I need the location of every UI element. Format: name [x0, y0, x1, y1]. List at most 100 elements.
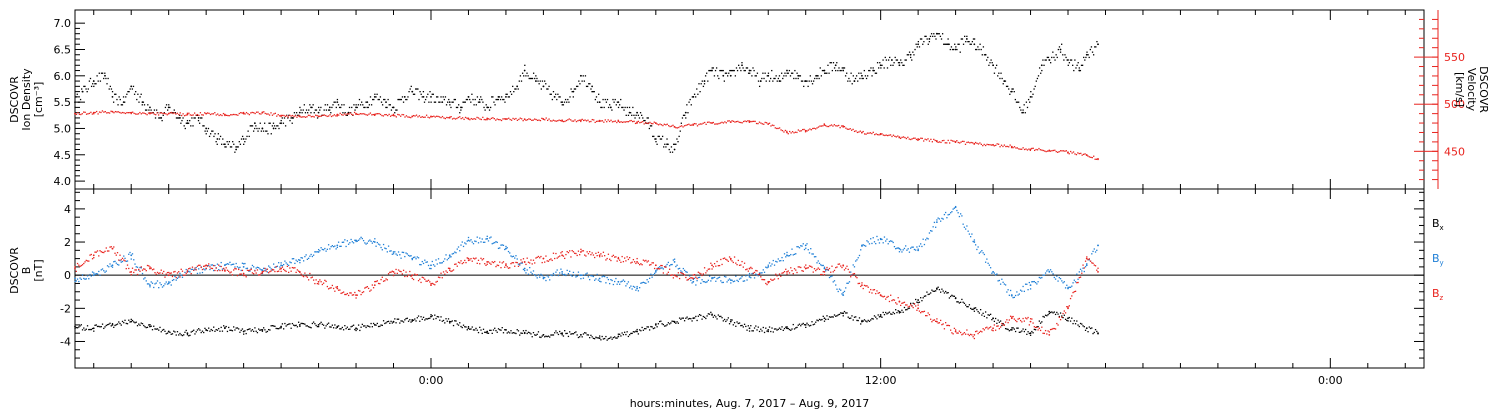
by-point — [129, 251, 131, 254]
velocity-point — [866, 132, 869, 134]
velocity-point — [1021, 148, 1023, 150]
density-point — [187, 122, 190, 124]
by-point — [241, 262, 244, 264]
bz-point — [892, 299, 894, 301]
density-point — [1072, 64, 1074, 66]
velocity-point — [159, 112, 161, 114]
velocity-point — [897, 135, 899, 137]
velocity-point — [260, 113, 262, 115]
velocity-point — [822, 125, 824, 127]
by-point — [85, 278, 87, 280]
density-point — [967, 40, 969, 43]
bz-point — [235, 268, 237, 270]
density-point — [982, 46, 985, 48]
by-point — [575, 276, 577, 278]
density-point — [426, 96, 428, 98]
bx-point — [822, 315, 824, 317]
bz-point — [502, 261, 505, 263]
bz-point — [270, 270, 272, 272]
bz-point-point — [973, 333, 976, 336]
velocity-point-point — [823, 124, 826, 126]
bz-point — [539, 257, 541, 259]
bz-point — [955, 329, 957, 331]
bz-point — [652, 262, 655, 264]
density-point — [949, 48, 951, 51]
by-point — [176, 277, 179, 279]
bx-point — [221, 330, 224, 332]
velocity-point — [964, 143, 967, 145]
by-point — [379, 244, 381, 246]
bz-point — [426, 280, 428, 282]
density-point — [292, 117, 294, 119]
velocity-point — [485, 119, 487, 121]
bz-point — [645, 259, 647, 262]
bx-point — [436, 315, 438, 318]
velocity-point — [564, 120, 566, 123]
bx-point — [384, 322, 386, 325]
density-point — [506, 93, 508, 95]
velocity-point — [310, 116, 312, 118]
bz-point — [1071, 295, 1073, 297]
bx-point — [74, 327, 76, 330]
by-point — [983, 253, 986, 256]
velocity-point — [797, 129, 799, 131]
density-point — [310, 112, 312, 114]
bz-point — [943, 328, 946, 330]
by-point — [203, 268, 205, 270]
bz-point — [740, 264, 742, 266]
bz-point — [756, 270, 758, 272]
density-point — [808, 80, 810, 82]
by-point — [968, 233, 971, 235]
by-point — [340, 245, 342, 247]
bz-point — [118, 259, 120, 261]
velocity-point — [953, 140, 955, 142]
density-point — [917, 40, 920, 43]
density-point — [150, 109, 152, 111]
bx-point — [89, 328, 91, 331]
velocity-point — [241, 112, 243, 114]
bx-point — [715, 316, 717, 318]
bz-point — [961, 334, 963, 336]
density-point — [977, 46, 979, 48]
bz-point — [717, 265, 719, 267]
velocity-point-point — [448, 116, 451, 119]
density-point — [741, 62, 743, 64]
by-point-point — [1029, 284, 1032, 287]
by-point — [667, 261, 670, 264]
velocity-point — [637, 120, 640, 123]
density-point — [869, 69, 871, 72]
bx-point — [459, 322, 461, 324]
density-point — [224, 146, 226, 148]
bx-point — [465, 326, 467, 328]
density-point — [1029, 101, 1031, 103]
bz-point — [788, 272, 791, 274]
bx-point — [962, 301, 964, 303]
velocity-point — [519, 117, 521, 119]
velocity-point — [593, 119, 595, 121]
by-point — [524, 269, 526, 272]
by-point — [903, 247, 906, 250]
by-point — [426, 261, 428, 263]
density-point — [1067, 64, 1069, 66]
density-point — [757, 80, 760, 82]
density-point — [385, 106, 387, 109]
velocity-point — [358, 113, 360, 116]
density-point — [182, 117, 184, 119]
density-point — [238, 141, 240, 143]
bz-point-point — [242, 272, 245, 275]
bz-point-point — [617, 257, 620, 260]
by-point — [356, 240, 358, 242]
bz-point — [290, 270, 292, 272]
bx-point — [957, 301, 959, 303]
bx-point — [411, 320, 413, 322]
bx-point — [86, 325, 89, 327]
bz-point — [706, 270, 708, 272]
velocity-point — [826, 125, 828, 128]
density-point — [1044, 59, 1046, 61]
velocity-point — [639, 122, 641, 124]
bz-point — [234, 267, 236, 270]
bx-point — [179, 332, 181, 335]
bx-point — [427, 317, 430, 320]
bz-point — [920, 312, 922, 314]
density-point — [588, 83, 590, 85]
